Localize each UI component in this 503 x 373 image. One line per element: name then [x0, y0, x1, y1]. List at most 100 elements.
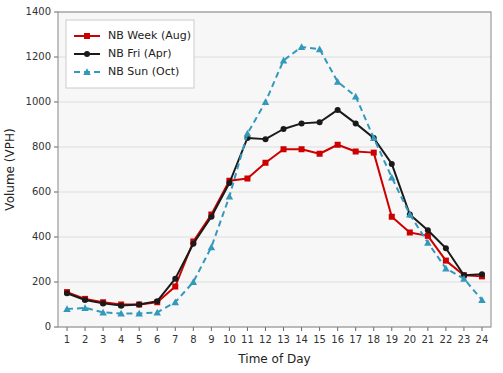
x-tick [445, 327, 446, 331]
point [317, 151, 323, 157]
x-tick-label: 17 [349, 334, 362, 345]
x-tick-label: 15 [313, 334, 326, 345]
point [389, 161, 395, 167]
y-tick-label: 0 [45, 321, 51, 332]
point [172, 276, 178, 282]
point [335, 142, 341, 148]
point [172, 284, 178, 290]
x-tick [121, 327, 122, 331]
chart: 0200400600800100012001400123456789101112… [0, 0, 503, 373]
point [443, 245, 449, 251]
y-tick [54, 327, 58, 328]
x-tick-label: 16 [331, 334, 344, 345]
y-tick-label: 1000 [26, 96, 51, 107]
y-tick-label: 400 [32, 231, 51, 242]
x-tick [463, 327, 464, 331]
x-tick [85, 327, 86, 331]
point [443, 258, 449, 264]
point [262, 136, 268, 142]
x-tick-label: 22 [440, 334, 453, 345]
point [153, 309, 161, 316]
x-tick [211, 327, 212, 331]
x-tick-label: 1 [64, 334, 70, 345]
point [135, 310, 143, 317]
point [136, 302, 142, 308]
x-tick [139, 327, 140, 331]
x-tick-label: 21 [421, 334, 434, 345]
x-tick [103, 327, 104, 331]
point [442, 265, 450, 272]
point [335, 107, 341, 113]
point [317, 119, 323, 125]
point [262, 98, 270, 105]
x-tick-label: 13 [277, 334, 290, 345]
point [389, 214, 395, 220]
legend-box [66, 20, 194, 88]
x-tick [301, 327, 302, 331]
y-tick [54, 282, 58, 283]
series-line [67, 110, 482, 306]
point [190, 241, 196, 247]
point [334, 78, 342, 85]
x-tick [337, 327, 338, 331]
x-tick [157, 327, 158, 331]
point [388, 174, 396, 181]
point [82, 297, 88, 303]
y-tick [54, 12, 58, 13]
legend-label: NB Fri (Apr) [108, 47, 172, 60]
x-tick-label: 19 [385, 334, 398, 345]
point [99, 309, 107, 316]
point [478, 296, 486, 303]
x-tick-label: 5 [136, 334, 142, 345]
grid-line [58, 147, 491, 148]
x-tick-label: 6 [154, 334, 160, 345]
point [299, 146, 305, 152]
point [100, 300, 106, 306]
y-tick-label: 600 [32, 186, 51, 197]
point [407, 212, 413, 218]
y-tick-label: 800 [32, 141, 51, 152]
grid-line [58, 102, 491, 103]
point [316, 45, 324, 52]
x-tick [175, 327, 176, 331]
y-tick-label: 1200 [26, 51, 51, 62]
x-tick-label: 12 [259, 334, 272, 345]
series [64, 107, 485, 309]
x-tick [427, 327, 428, 331]
grid-line [58, 282, 491, 283]
x-tick [373, 327, 374, 331]
legend-marker [83, 68, 91, 75]
point [136, 302, 142, 308]
plot-area [58, 12, 491, 327]
x-tick-label: 10 [223, 334, 236, 345]
x-tick [193, 327, 194, 331]
grid-line [58, 192, 491, 193]
point [298, 43, 306, 50]
legend-label: NB Sun (Oct) [108, 65, 179, 78]
point [154, 298, 160, 304]
x-tick [319, 327, 320, 331]
point [371, 150, 377, 156]
x-tick [247, 327, 248, 331]
grid [58, 12, 491, 327]
y-tick [54, 102, 58, 103]
x-tick-label: 24 [476, 334, 489, 345]
x-tick [283, 327, 284, 331]
x-tick-label: 2 [82, 334, 88, 345]
x-tick-label: 7 [172, 334, 178, 345]
point [281, 146, 287, 152]
point [244, 176, 250, 182]
point [226, 193, 234, 200]
x-tick-label: 8 [190, 334, 196, 345]
legend: NB Week (Aug)NB Fri (Apr)NB Sun (Oct) [66, 20, 194, 88]
x-tick-label: 20 [403, 334, 416, 345]
x-tick-label: 4 [118, 334, 124, 345]
point [425, 233, 431, 239]
y-tick [54, 192, 58, 193]
point [352, 93, 360, 100]
point [479, 271, 485, 277]
x-axis-label: Time of Day [237, 352, 310, 366]
legend-marker [84, 33, 90, 39]
point [244, 130, 252, 137]
x-tick-label: 23 [458, 334, 471, 345]
